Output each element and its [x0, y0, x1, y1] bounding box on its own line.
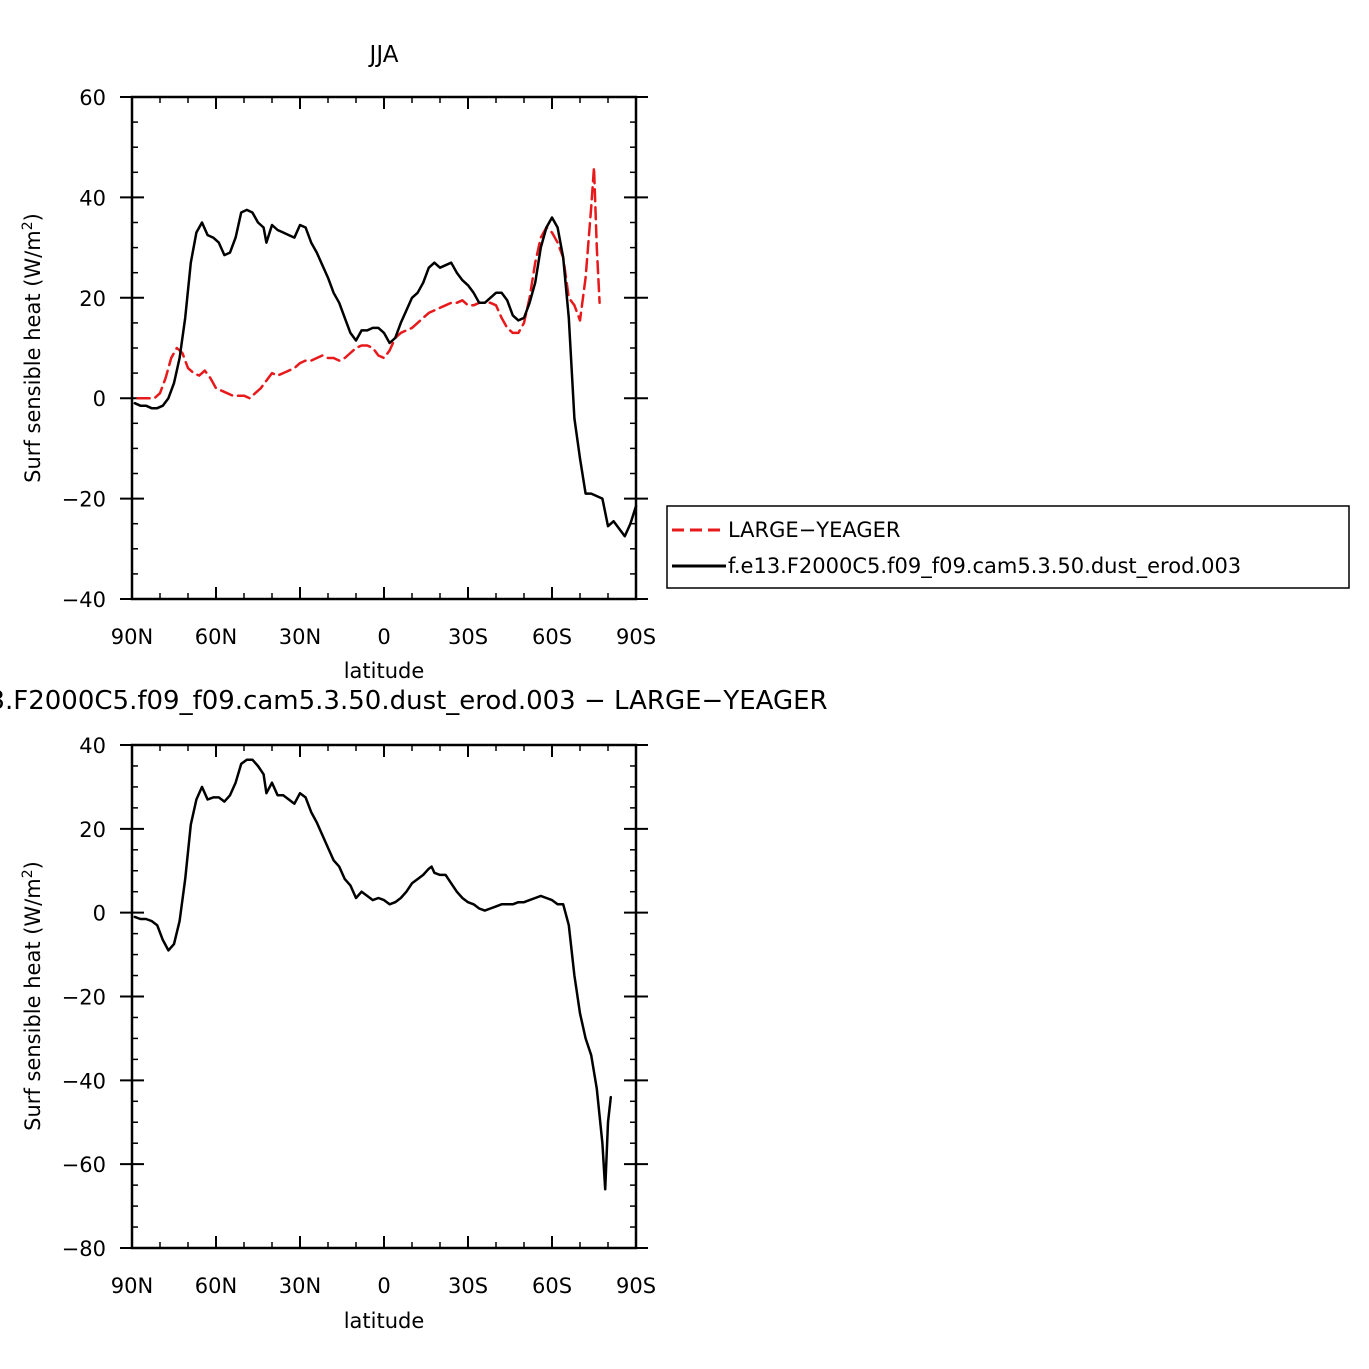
bottom-x-tick-label: 0	[377, 1274, 390, 1298]
bottom-y-tick-label: −40	[62, 1069, 106, 1093]
bottom-x-tick-label: 90S	[616, 1274, 656, 1298]
top-x-tick-label: 30S	[448, 625, 488, 649]
top-panel: JJA 90N 60N 30N 0 30S 60S 90S −40 −20 0 20 40 60 lat…	[20, 42, 656, 683]
bottom-y-tick-label: −80	[62, 1237, 106, 1261]
top-x-tick-label: 0	[377, 625, 390, 649]
bottom-series-line-difference	[133, 758, 613, 1191]
top-y-tick-label: 60	[79, 86, 106, 110]
bottom-title: f.e13.F2000C5.f09_f09.cam5.3.50.dust_ero…	[0, 686, 828, 716]
top-plot-frame	[130, 95, 638, 601]
bottom-y-axis-label-main: Surf sensible heat (W/m	[21, 878, 45, 1131]
legend: LARGE−YEAGER f.e13.F2000C5.f09_f09.cam5.…	[666, 505, 1350, 589]
top-series-line-model-run	[133, 208, 638, 538]
top-plot-area: 90N 60N 30N 0 30S 60S 90S −40 −20 0 20 40 60	[62, 86, 656, 649]
top-y-tick-label: 0	[93, 387, 106, 411]
top-y-axis-label: Surf sensible heat (W/m2)	[20, 213, 45, 483]
bottom-panel: f.e13.F2000C5.f09_f09.cam5.3.50.dust_ero…	[0, 686, 828, 1333]
top-x-tick-label: 30N	[279, 625, 321, 649]
top-y-tick-label: 40	[79, 186, 106, 210]
top-y-axis-label-close: )	[21, 213, 45, 221]
top-y-tick-label: 20	[79, 287, 106, 311]
bottom-y-tick-label: 20	[79, 818, 106, 842]
bottom-x-tick-label: 30N	[279, 1274, 321, 1298]
top-x-tick-label: 90S	[616, 625, 656, 649]
bottom-y-axis-label-sup: 2	[20, 869, 36, 878]
bottom-x-tick-label: 60N	[195, 1274, 237, 1298]
bottom-x-tick-label: 60S	[532, 1274, 572, 1298]
top-y-axis-label-sup: 2	[20, 221, 36, 230]
legend-box	[666, 505, 1350, 589]
bottom-plot-frame	[130, 743, 638, 1250]
bottom-plot-area: 90N 60N 30N 0 30S 60S 90S −80 −60 −40 −20 0 20 40	[62, 734, 656, 1298]
bottom-y-axis-label: Surf sensible heat (W/m2)	[20, 861, 45, 1131]
top-y-tick-label: −20	[62, 488, 106, 512]
legend-label-model-run: f.e13.F2000C5.f09_f09.cam5.3.50.dust_ero…	[728, 554, 1241, 579]
bottom-y-tick-label: 40	[79, 734, 106, 758]
top-x-tick-label: 60S	[532, 625, 572, 649]
bottom-y-tick-label: −20	[62, 986, 106, 1010]
top-y-axis-label-main: Surf sensible heat (W/m	[21, 230, 45, 483]
top-series-line-large-yeager	[136, 166, 601, 400]
top-x-tick-label: 60N	[195, 625, 237, 649]
bottom-x-axis-label: latitude	[344, 1309, 425, 1333]
bottom-y-tick-label: 0	[93, 902, 106, 926]
top-title: JJA	[368, 42, 399, 68]
bottom-y-axis-label-close: )	[21, 861, 45, 869]
bottom-x-tick-label: 30S	[448, 1274, 488, 1298]
top-x-axis-label: latitude	[344, 659, 425, 683]
bottom-y-tick-label: −60	[62, 1153, 106, 1177]
top-x-tick-label: 90N	[111, 625, 153, 649]
top-y-tick-label: −40	[62, 588, 106, 612]
bottom-x-tick-label: 90N	[111, 1274, 153, 1298]
legend-label-large-yeager: LARGE−YEAGER	[728, 518, 901, 542]
